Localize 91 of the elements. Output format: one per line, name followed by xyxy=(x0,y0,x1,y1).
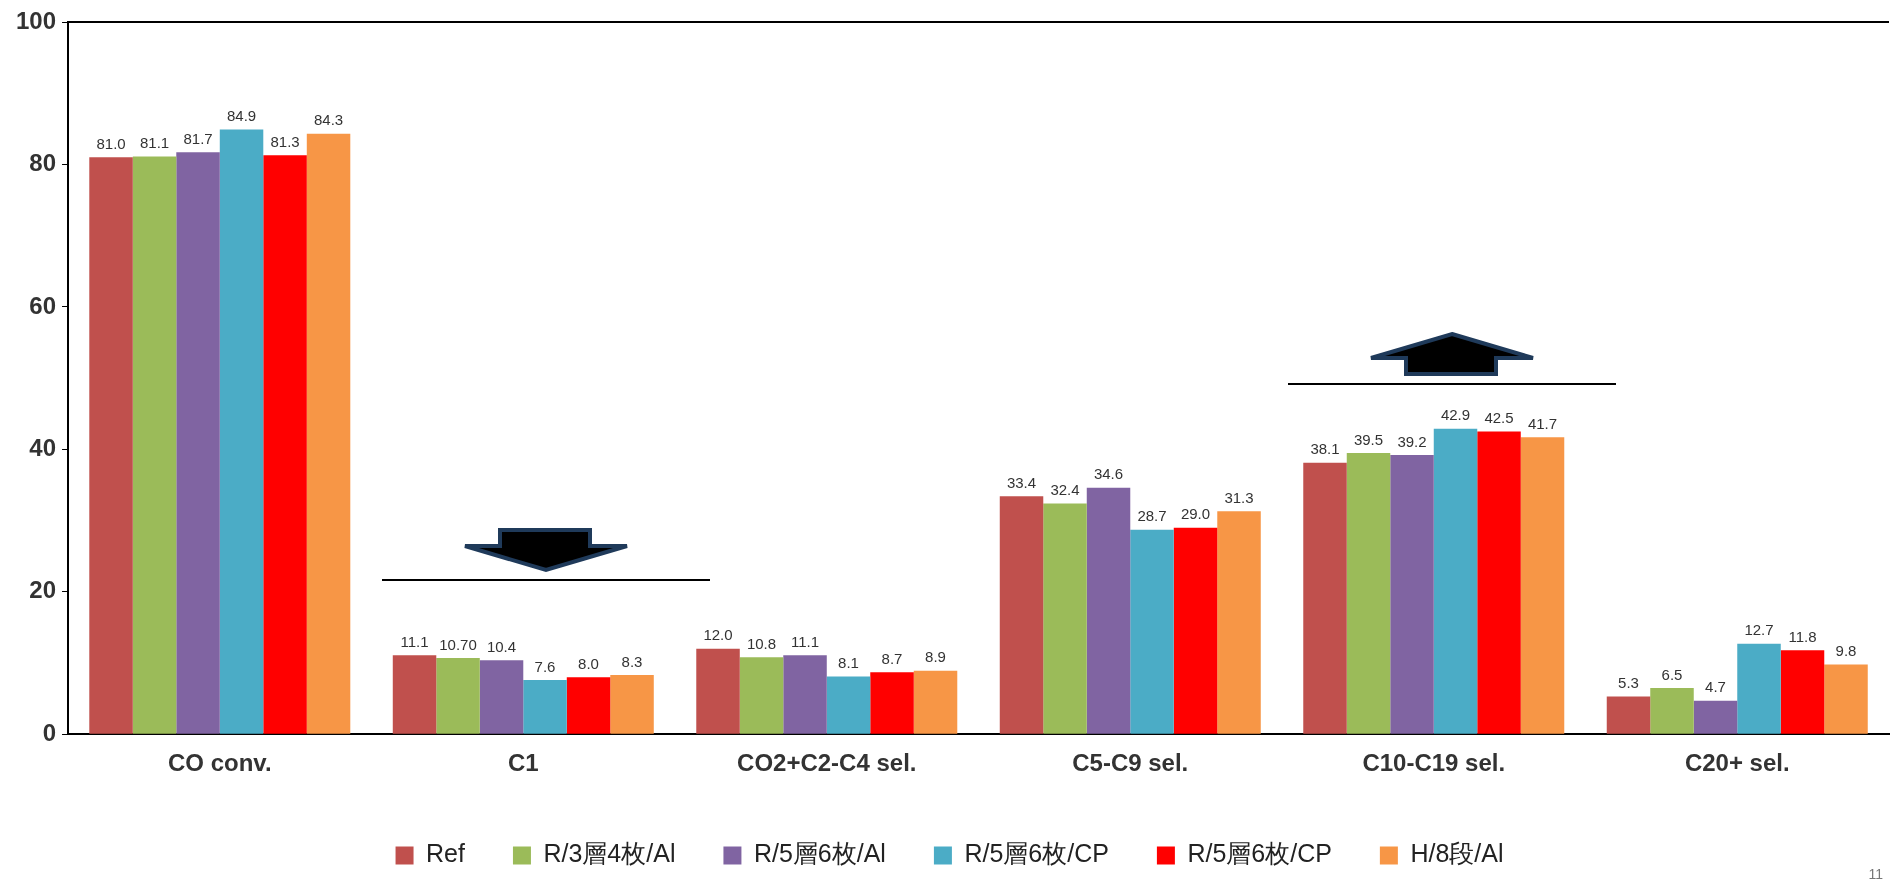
bar xyxy=(263,155,307,734)
bar xyxy=(999,496,1044,734)
data-label: 8.3 xyxy=(621,652,643,670)
data-label: 11.1 xyxy=(400,632,429,650)
bar xyxy=(306,133,351,734)
bar xyxy=(1650,687,1694,734)
bar xyxy=(1346,452,1391,734)
bar xyxy=(436,658,480,734)
y-tick-label: 60 xyxy=(29,291,57,319)
data-label: 10.8 xyxy=(746,634,777,652)
bar xyxy=(1824,664,1868,734)
data-label: 5.3 xyxy=(1618,674,1639,692)
data-label: 12.0 xyxy=(703,626,733,644)
bar xyxy=(1693,700,1738,734)
data-label: 84.3 xyxy=(313,111,344,129)
data-label: 32.4 xyxy=(1050,481,1080,499)
data-label: 31.3 xyxy=(1224,488,1254,506)
data-label: 41.7 xyxy=(1527,414,1558,432)
y-tick-label: 0 xyxy=(42,718,57,746)
data-label: 29.0 xyxy=(1180,505,1211,523)
bar xyxy=(696,648,740,734)
y-tick-label: 40 xyxy=(29,433,57,461)
data-label: 42.9 xyxy=(1440,406,1471,424)
bar xyxy=(1606,696,1651,734)
legend-label: R/3層4枚/Al xyxy=(543,839,676,868)
data-label: 8.7 xyxy=(881,649,903,667)
x-tick-label: C20+ sel. xyxy=(1684,749,1790,777)
bar xyxy=(1520,437,1565,734)
legend-label: R/5層6枚/CP xyxy=(1187,839,1332,868)
bar xyxy=(1086,487,1131,734)
data-label: 33.4 xyxy=(1006,473,1037,491)
data-label: 8.1 xyxy=(838,654,859,672)
bar xyxy=(566,677,611,734)
y-tick-label: 100 xyxy=(16,6,57,34)
data-label: 38.1 xyxy=(1310,440,1340,458)
y-tick-label: 80 xyxy=(29,149,57,177)
data-label: 34.6 xyxy=(1093,465,1124,483)
data-label: 8.9 xyxy=(925,648,946,666)
x-tick-label: C10-C19 sel. xyxy=(1362,749,1506,777)
bar xyxy=(523,680,567,734)
data-label: 8.0 xyxy=(578,654,599,672)
x-tick-label: CO2+C2-C4 sel. xyxy=(737,749,917,777)
legend-label: R/5層6枚/Al xyxy=(753,839,886,868)
data-label: 7.6 xyxy=(534,657,556,675)
bar xyxy=(1737,643,1781,734)
bar xyxy=(610,675,654,734)
bar xyxy=(826,676,871,734)
data-label: 39.2 xyxy=(1397,432,1427,450)
data-label: 81.0 xyxy=(96,134,126,152)
bar xyxy=(89,157,133,734)
data-label: 6.5 xyxy=(1661,665,1683,683)
legend-label: Ref xyxy=(426,839,465,868)
bar xyxy=(132,156,177,734)
bar xyxy=(479,660,524,734)
bar xyxy=(1130,529,1174,734)
bar xyxy=(1780,650,1825,734)
data-label: 4.7 xyxy=(1705,678,1726,696)
bar xyxy=(739,657,784,734)
bar xyxy=(1043,503,1087,734)
data-label: 81.7 xyxy=(183,129,213,147)
data-label: 28.7 xyxy=(1137,507,1167,525)
bar xyxy=(1173,527,1218,734)
bar xyxy=(219,129,264,734)
data-label: 39.5 xyxy=(1353,430,1384,448)
data-label: 12.7 xyxy=(1744,621,1774,639)
y-tick-label: 20 xyxy=(29,576,57,604)
bar xyxy=(1433,428,1478,734)
data-label: 10.70 xyxy=(439,635,477,653)
x-tick-label: C5-C9 sel. xyxy=(1072,749,1189,777)
bar xyxy=(870,672,914,734)
legend-label: R/5層6枚/CP xyxy=(964,839,1109,868)
bar xyxy=(1303,462,1347,734)
data-label: 81.1 xyxy=(139,134,170,152)
bar xyxy=(1390,455,1434,734)
x-tick-label: C1 xyxy=(507,749,539,777)
bar xyxy=(392,655,437,734)
data-label: 11.1 xyxy=(790,632,820,650)
bar xyxy=(176,152,220,734)
x-tick-label: CO conv. xyxy=(168,749,272,777)
bar xyxy=(1217,511,1261,734)
data-label: 84.9 xyxy=(226,107,257,125)
data-label: 81.3 xyxy=(270,132,300,150)
bar xyxy=(1477,431,1521,734)
bar xyxy=(783,655,827,734)
data-label: 11.8 xyxy=(1788,627,1817,645)
data-label: 42.5 xyxy=(1484,409,1514,427)
text: 11 xyxy=(1868,866,1883,882)
data-label: 9.8 xyxy=(1835,642,1857,660)
data-label: 10.4 xyxy=(486,637,517,655)
bar xyxy=(913,670,958,734)
legend-label: H/8段/Al xyxy=(1410,839,1504,868)
